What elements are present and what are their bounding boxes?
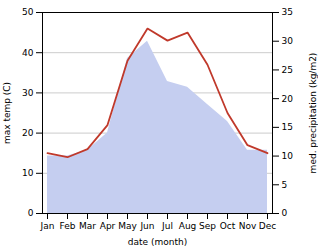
svg-text:Mar: Mar [79,221,96,231]
svg-text:Oct: Oct [220,221,236,231]
svg-text:35: 35 [282,7,293,17]
svg-text:50: 50 [22,7,34,17]
svg-text:0: 0 [28,208,34,218]
svg-text:Jan: Jan [40,221,55,231]
svg-text:Nov: Nov [239,221,257,231]
svg-text:Jun: Jun [139,221,154,231]
svg-text:5: 5 [282,180,288,190]
svg-text:30: 30 [282,36,294,46]
svg-text:May: May [118,221,137,231]
svg-text:10: 10 [282,151,294,161]
svg-text:30: 30 [22,88,34,98]
svg-text:20: 20 [282,94,294,104]
svg-text:Apr: Apr [100,221,116,231]
svg-text:0: 0 [282,208,288,218]
svg-text:Aug: Aug [179,221,197,231]
svg-text:40: 40 [22,48,34,58]
svg-text:max temp (C): max temp (C) [2,82,12,144]
svg-text:15: 15 [282,122,293,132]
svg-text:Feb: Feb [60,221,76,231]
svg-text:Sep: Sep [199,221,216,231]
svg-text:med. precipitation (kg/m2): med. precipitation (kg/m2) [308,53,318,174]
svg-text:20: 20 [22,128,34,138]
svg-text:date (month): date (month) [128,237,187,247]
svg-text:Dec: Dec [259,221,276,231]
svg-text:Jul: Jul [161,221,173,231]
svg-text:25: 25 [282,65,293,75]
svg-text:10: 10 [22,168,34,178]
